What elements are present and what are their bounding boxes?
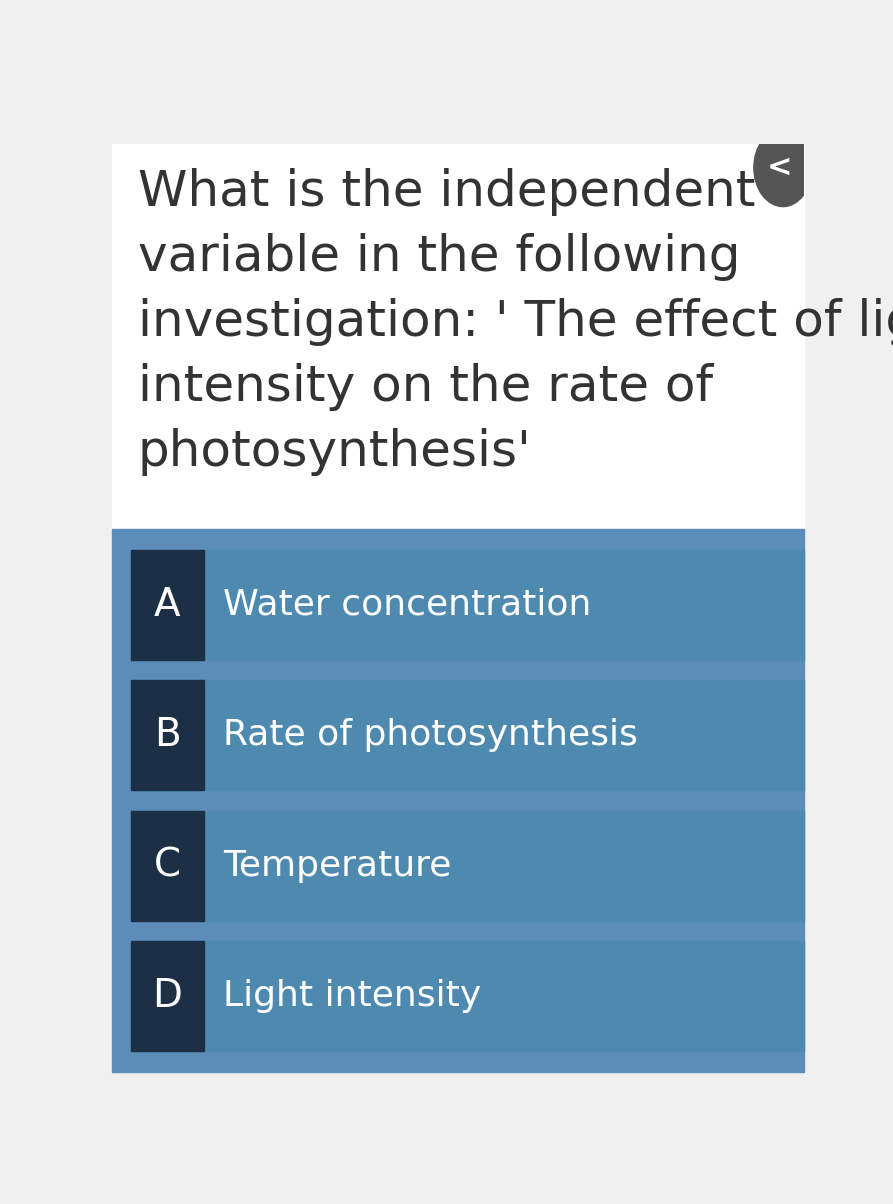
Text: Water concentration: Water concentration [223,588,591,621]
Text: <: < [767,153,792,182]
Bar [131,549,204,660]
Text: D: D [153,978,182,1015]
Bar [112,144,804,530]
Bar [131,942,204,1051]
Bar [131,680,204,790]
Text: Light intensity: Light intensity [223,979,481,1013]
Text: B: B [154,716,180,754]
Bar [131,810,204,921]
Bar [131,942,804,1051]
Text: C: C [154,846,181,885]
Circle shape [754,129,812,207]
Bar [131,549,804,660]
Text: Rate of photosynthesis: Rate of photosynthesis [223,718,638,752]
Text: A: A [154,585,180,624]
Bar [112,530,804,1072]
Text: What is the independent
variable in the following
investigation: ' The effect of: What is the independent variable in the … [138,167,893,476]
Bar [131,810,804,921]
Bar [131,680,804,790]
Text: Temperature: Temperature [223,849,452,883]
